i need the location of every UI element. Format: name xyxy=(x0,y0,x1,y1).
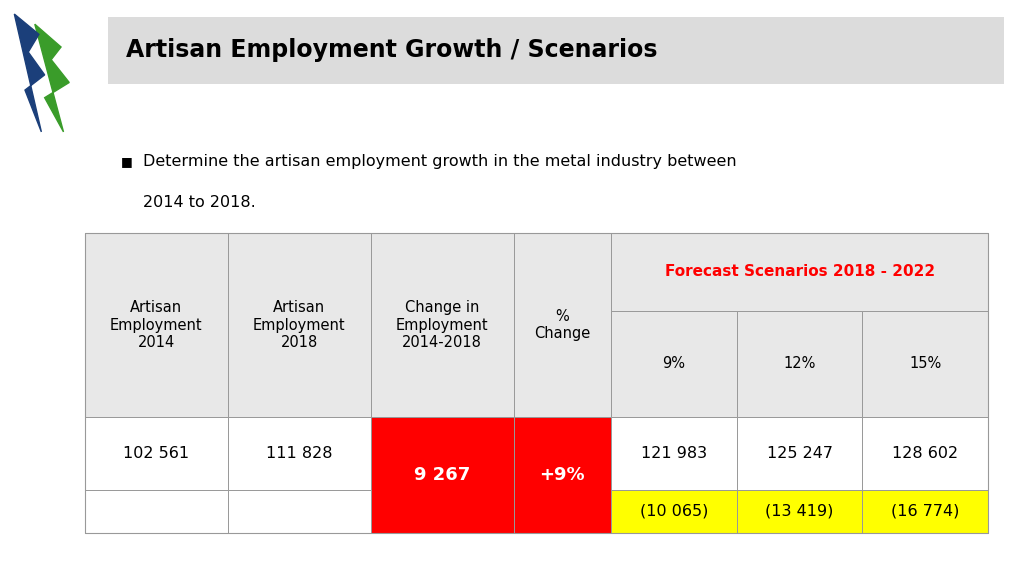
Text: 15%: 15% xyxy=(909,357,941,372)
Bar xyxy=(85,490,227,533)
Bar xyxy=(85,233,227,417)
Text: 9 267: 9 267 xyxy=(414,466,470,484)
Text: 12%: 12% xyxy=(783,357,816,372)
Bar xyxy=(513,233,611,417)
Bar xyxy=(611,417,737,490)
Bar xyxy=(227,417,371,490)
Bar xyxy=(737,490,862,533)
Bar xyxy=(737,310,862,417)
Text: 121 983: 121 983 xyxy=(641,446,707,461)
Text: Artisan
Employment
2014: Artisan Employment 2014 xyxy=(111,300,203,350)
Text: (16 774): (16 774) xyxy=(891,504,959,519)
Text: 2014 to 2018.: 2014 to 2018. xyxy=(143,195,256,210)
Text: %
Change: % Change xyxy=(535,309,591,342)
Text: 125 247: 125 247 xyxy=(767,446,833,461)
Text: 128 602: 128 602 xyxy=(892,446,958,461)
Bar xyxy=(108,17,1004,84)
Bar xyxy=(513,417,611,533)
Bar xyxy=(862,490,988,533)
Bar xyxy=(227,490,371,533)
Polygon shape xyxy=(35,24,70,132)
Bar xyxy=(371,233,513,417)
Text: Artisan Employment Growth / Scenarios: Artisan Employment Growth / Scenarios xyxy=(126,39,657,62)
Text: Determine the artisan employment growth in the metal industry between: Determine the artisan employment growth … xyxy=(143,154,737,169)
Text: Forecast Scenarios 2018 - 2022: Forecast Scenarios 2018 - 2022 xyxy=(665,264,935,279)
Text: Artisan
Employment
2018: Artisan Employment 2018 xyxy=(253,300,345,350)
Polygon shape xyxy=(14,14,45,132)
Bar xyxy=(85,233,988,533)
Text: 9%: 9% xyxy=(663,357,685,372)
Bar xyxy=(862,310,988,417)
Bar xyxy=(862,417,988,490)
Text: 111 828: 111 828 xyxy=(266,446,333,461)
Bar xyxy=(85,417,227,490)
Text: Change in
Employment
2014-2018: Change in Employment 2014-2018 xyxy=(396,300,488,350)
Bar xyxy=(371,417,513,533)
Text: (13 419): (13 419) xyxy=(766,504,834,519)
Bar xyxy=(611,233,988,310)
Text: 102 561: 102 561 xyxy=(123,446,189,461)
Bar xyxy=(737,417,862,490)
Text: (10 065): (10 065) xyxy=(640,504,709,519)
Bar xyxy=(611,310,737,417)
Text: ■: ■ xyxy=(121,155,132,168)
Text: +9%: +9% xyxy=(540,466,585,484)
Bar xyxy=(227,233,371,417)
Bar xyxy=(611,490,737,533)
